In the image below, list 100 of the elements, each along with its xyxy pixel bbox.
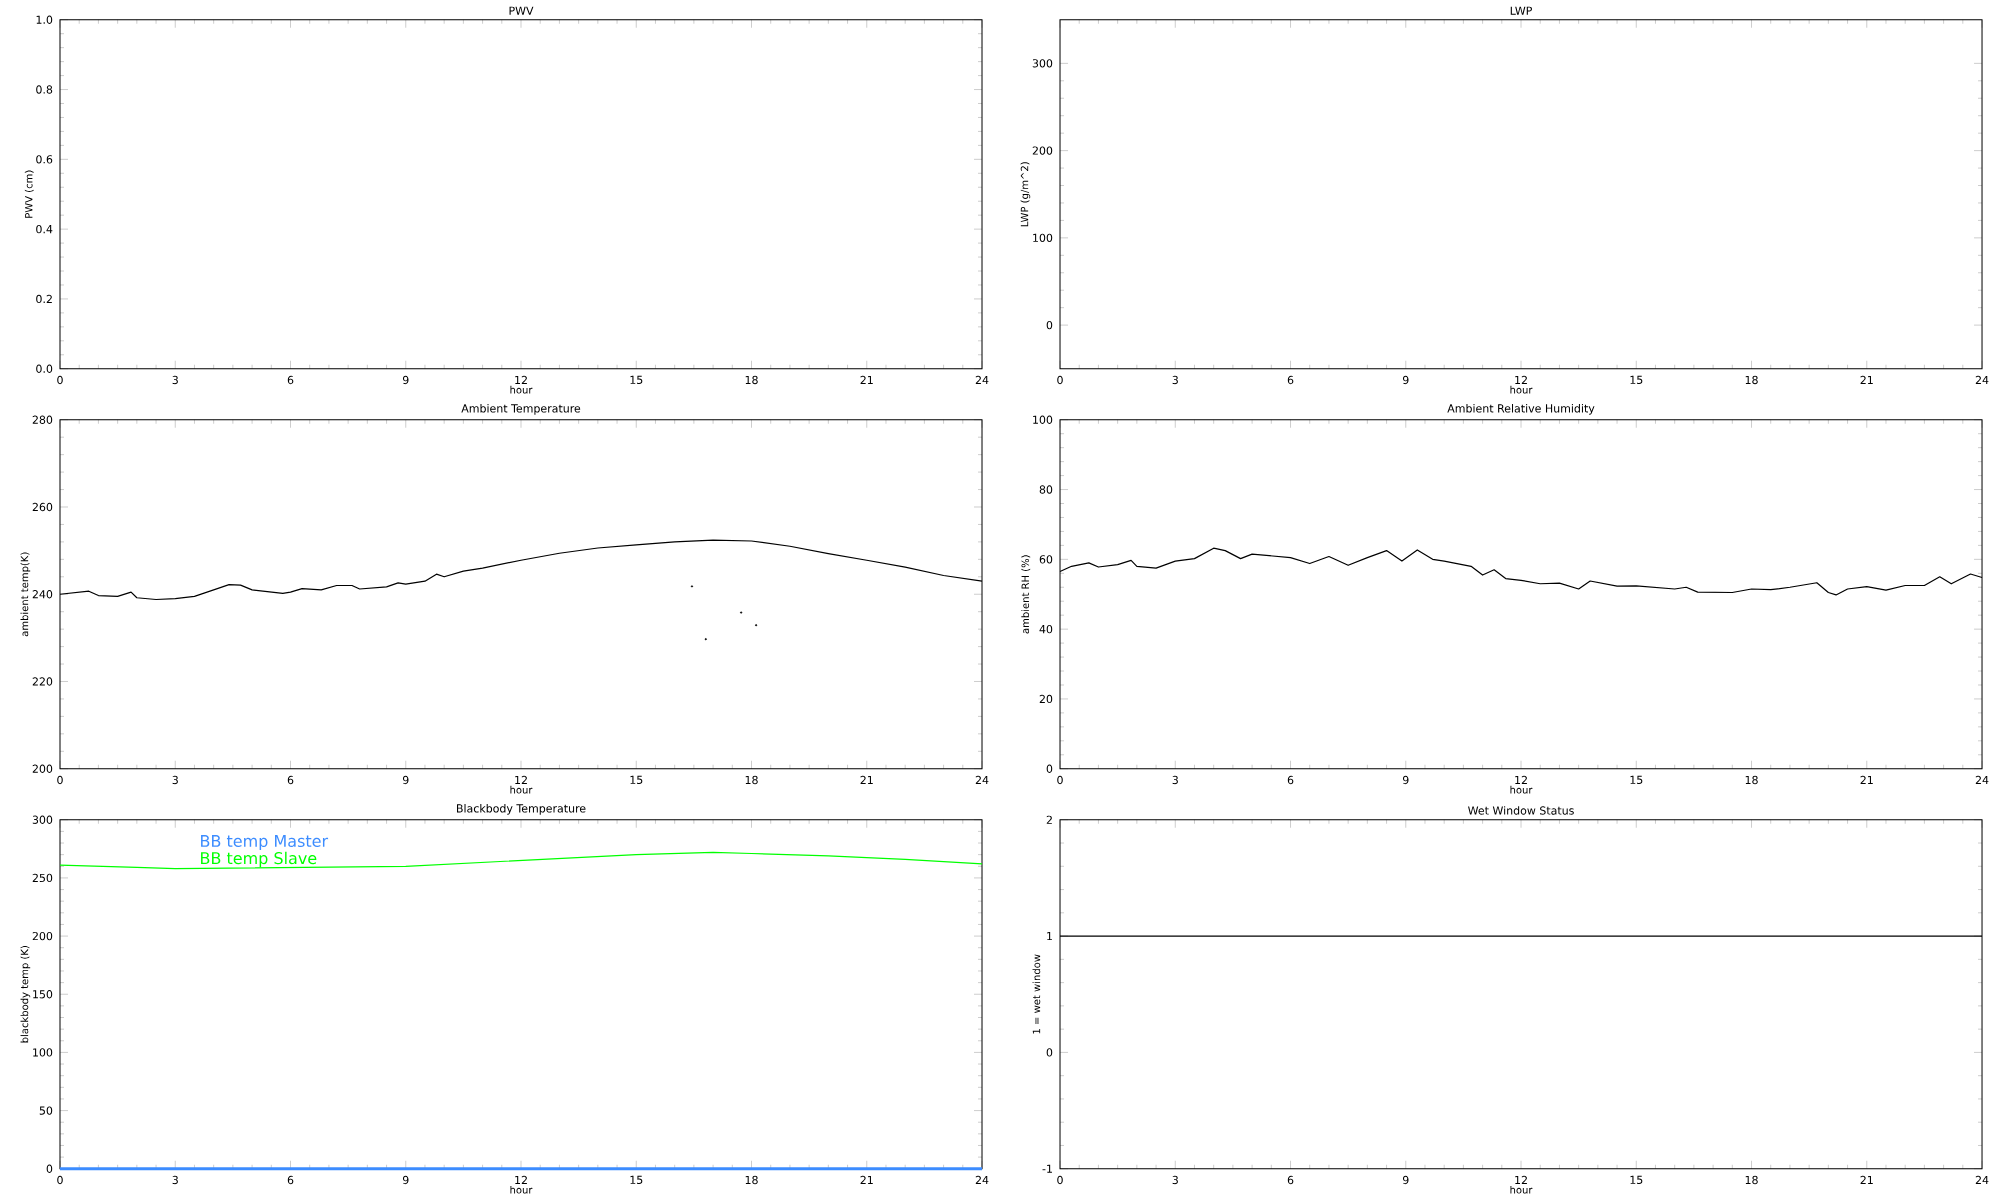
- x-tick-label: 18: [745, 1175, 758, 1185]
- y-tick-label: 250: [32, 873, 53, 883]
- x-tick-label: 12: [515, 775, 527, 785]
- x-tick-label: 15: [1630, 775, 1643, 785]
- x-tick-label: 9: [1402, 1175, 1409, 1185]
- x-tick-label: 18: [745, 775, 758, 785]
- y-tick-label: 0.2: [36, 294, 52, 304]
- y-tick-label: 200: [32, 932, 53, 941]
- series-label: BB temp Slave: [201, 851, 317, 868]
- x-axis-title: hour: [510, 1186, 533, 1194]
- y-tick-label: 300: [1032, 59, 1053, 68]
- x-tick-label: 12: [1515, 375, 1527, 385]
- y-tick-label: -1: [1042, 1164, 1052, 1173]
- y-tick-label: 40: [1039, 625, 1053, 634]
- y-tick-label: 260: [32, 502, 53, 512]
- y-tick-label: 80: [1039, 485, 1053, 494]
- y-tick-label: 100: [33, 1048, 53, 1057]
- y-tick-label: 200: [32, 764, 53, 774]
- x-tick-label: 3: [1172, 775, 1178, 785]
- x-tick-label: 12: [1515, 775, 1527, 785]
- y-tick-label: 0: [1046, 764, 1053, 774]
- y-tick-label: 0.0: [36, 364, 53, 374]
- y-tick-label: 0: [46, 1164, 53, 1174]
- x-tick-label: 24: [1975, 375, 1989, 385]
- y-tick-label: 240: [32, 590, 53, 599]
- x-tick-label: 9: [1402, 375, 1409, 385]
- y-axis-title: ambient RH (%): [1021, 555, 1031, 634]
- x-tick-label: 21: [860, 1175, 873, 1185]
- x-tick-label: 6: [287, 375, 294, 385]
- y-tick-label: 60: [1039, 555, 1053, 564]
- x-tick-label: 15: [1630, 1175, 1643, 1185]
- x-tick-label: 6: [1287, 375, 1294, 385]
- x-tick-label: 21: [1860, 775, 1873, 785]
- x-tick-label: 15: [630, 375, 643, 385]
- y-tick-label: 20: [1039, 694, 1053, 704]
- x-tick-label: 18: [1745, 775, 1758, 785]
- y-axis-title: 1 = wet window: [1032, 954, 1041, 1034]
- x-tick-label: 15: [1630, 375, 1643, 385]
- x-tick-label: 24: [975, 1175, 989, 1185]
- chart-title: LWP: [1510, 6, 1532, 15]
- y-tick-label: 220: [32, 677, 53, 686]
- x-tick-label: 15: [630, 1175, 643, 1185]
- x-tick-label: 21: [860, 775, 873, 785]
- x-tick-label: 0: [57, 375, 63, 385]
- x-tick-label: 24: [1975, 1175, 1989, 1185]
- y-tick-label: 50: [39, 1106, 53, 1115]
- y-tick-label: 100: [1033, 233, 1053, 243]
- y-tick-label: 0: [1046, 321, 1053, 330]
- chart-title: PWV: [509, 6, 534, 15]
- x-tick-label: 18: [1745, 1175, 1758, 1185]
- text: BB temp Master: [201, 835, 329, 851]
- y-tick-label: 1.0: [36, 15, 53, 25]
- y-tick-label: 2: [1046, 815, 1052, 824]
- x-tick-label: 6: [287, 1175, 294, 1185]
- x-tick-label: 0: [1057, 375, 1063, 385]
- x-tick-label: 21: [1860, 1175, 1873, 1185]
- x-tick-label: 24: [975, 775, 989, 785]
- y-tick-label: 0.6: [36, 155, 53, 164]
- y-tick-label: 150: [33, 990, 53, 999]
- x-tick-label: 3: [172, 1175, 178, 1185]
- x-tick-label: 21: [1860, 375, 1873, 385]
- x-tick-label: 24: [975, 375, 989, 385]
- x-tick-label: 9: [402, 375, 409, 385]
- chart-title: Blackbody Temperature: [457, 804, 586, 815]
- x-tick-label: 3: [1172, 1175, 1178, 1185]
- y-tick-label: 200: [1032, 146, 1053, 155]
- x-tick-label: 9: [402, 1175, 409, 1185]
- x-tick-label: 9: [1402, 775, 1409, 785]
- chart-title: Ambient Temperature: [461, 404, 581, 415]
- x-tick-label: 6: [1287, 775, 1294, 785]
- x-tick-label: 12: [515, 375, 527, 385]
- x-tick-label: 3: [172, 375, 178, 385]
- x-tick-label: 24: [1975, 775, 1989, 785]
- x-tick-label: 15: [630, 775, 643, 785]
- y-tick-label: 0.4: [36, 225, 53, 234]
- x-tick-label: 3: [1172, 375, 1178, 385]
- x-tick-label: 6: [287, 775, 294, 785]
- x-tick-label: 12: [515, 1175, 527, 1185]
- chart-title: Wet Window Status: [1468, 806, 1574, 815]
- x-tick-label: 0: [57, 775, 63, 785]
- x-axis-title: hour: [1510, 786, 1533, 794]
- y-tick-label: 300: [32, 815, 53, 825]
- x-tick-label: 9: [402, 775, 409, 785]
- x-axis-title: hour: [510, 786, 533, 794]
- y-axis-title: LWP (g/m^2): [1020, 162, 1031, 227]
- x-axis-title: hour: [1510, 1186, 1533, 1194]
- x-tick-label: 0: [57, 1175, 63, 1185]
- y-tick-label: 280: [32, 415, 53, 425]
- y-axis-title: ambient temp(K): [20, 552, 31, 637]
- y-axis-title: PWV (cm): [24, 170, 34, 218]
- chart-title: Ambient Relative Humidity: [1447, 404, 1595, 415]
- x-tick-label: 21: [860, 375, 873, 385]
- x-axis-title: hour: [510, 385, 533, 394]
- y-tick-label: 1: [1047, 932, 1052, 941]
- x-tick-label: 18: [745, 375, 758, 385]
- x-tick-label: 0: [1057, 775, 1063, 785]
- x-tick-label: 6: [1287, 1175, 1294, 1185]
- x-tick-label: 3: [172, 775, 178, 785]
- x-axis-title: hour: [1510, 385, 1533, 394]
- y-tick-label: 0.8: [36, 85, 53, 94]
